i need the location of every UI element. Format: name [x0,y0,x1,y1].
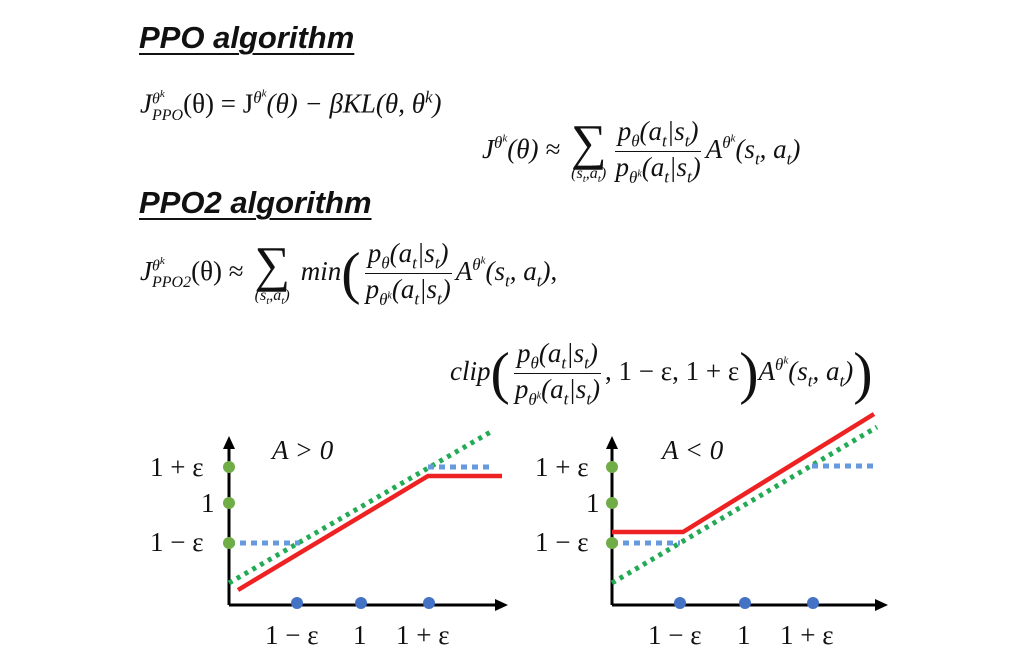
y-tick-dot-high [606,461,618,473]
x-tick-dot-high [423,597,435,609]
x-tick-label-high: 1 + ε [396,620,450,650]
ratio-fraction: pθ(at|st) pθk(at|st) [514,338,601,409]
ppo-heading: PPO algorithm [139,20,355,55]
x-axis-arrow [875,599,888,611]
x-tick-label-high: 1 + ε [780,620,834,650]
y-tick-dot-high [223,461,235,473]
sum-operator: ∑ (st,at) [254,235,290,308]
ratio-fraction: pθ(at|st) pθk(at|st) [364,238,452,309]
ratio-line [227,427,496,586]
y-tick-label-high: 1 + ε [150,452,204,482]
x-tick-dot-high [807,597,819,609]
x-tick-dot-mid [355,597,367,609]
ratio-line [610,424,879,586]
ratio-fraction: pθ(at|st) pθk(at|st) [614,116,702,187]
x-tick-label-mid: 1 [737,620,751,650]
y-tick-label-low: 1 − ε [535,527,589,557]
x-tick-label-low: 1 − ε [265,620,319,650]
x-tick-dot-mid [739,597,751,609]
x-tick-dot-low [674,597,686,609]
y-tick-dot-mid [223,497,235,509]
ppo2-clip-term: clip(pθ(at|st) pθk(at|st), 1 − ε, 1 + ε)A… [450,338,873,409]
y-tick-label-low: 1 − ε [150,527,204,557]
y-tick-label-mid: 1 [586,488,600,518]
clipped-objective-line [236,473,502,592]
y-axis-arrow [223,436,235,449]
y-tick-label-mid: 1 [201,488,215,518]
condition-label: A > 0 [272,435,334,465]
y-axis-arrow [606,436,618,449]
y-tick-dot-mid [606,497,618,509]
y-tick-dot-low [223,537,235,549]
y-tick-label-high: 1 + ε [535,452,589,482]
x-axis-arrow [495,599,508,611]
clipped-objective-line [612,412,876,535]
sum-operator: ∑ (st,at) [570,113,607,186]
surrogate-approx-formula: Jθk(θ) ≈ ∑ (st,at) pθ(at|st) pθk(at|st) Aθk(… [482,113,801,187]
condition-label: A < 0 [662,435,724,465]
x-tick-label-low: 1 − ε [648,620,702,650]
x-tick-label-mid: 1 [353,620,367,650]
y-tick-dot-low [606,537,618,549]
x-tick-dot-low [291,597,303,609]
ppo2-heading: PPO2 algorithm [139,185,372,220]
